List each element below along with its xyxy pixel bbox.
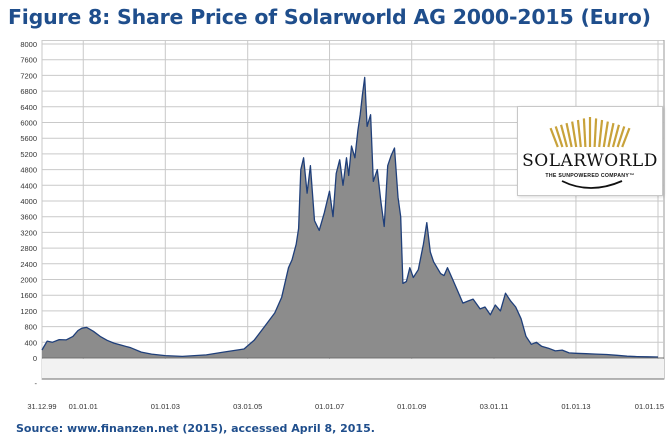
y-tick-label: 8000: [20, 40, 37, 49]
y-tick-label: 4400: [20, 181, 37, 190]
y-tick-label: 2800: [20, 244, 37, 253]
y-tick-label: 2400: [20, 260, 37, 269]
sun-ray: [554, 126, 564, 148]
y-tick-label: 5200: [20, 150, 37, 159]
x-tick-label: 01.01.09: [397, 402, 426, 411]
y-tick-label: 6800: [20, 87, 37, 96]
solarworld-logo: SOLARWORLD THE SUNPOWERED COMPANY™: [517, 106, 663, 196]
volume-band: [42, 359, 664, 379]
x-tick-label: 01.01.07: [315, 402, 344, 411]
share-price-chart: 0 400 800 1200 1600 2000 2400 2800 3200 3600 4000 4…: [10, 40, 666, 418]
sun-ray: [602, 121, 609, 148]
y-tick-label: 400: [24, 338, 37, 347]
sun-ray: [598, 119, 604, 148]
sun-ray: [582, 118, 587, 148]
price-line: [41, 76, 659, 358]
y-tick-label: 1200: [20, 307, 37, 316]
y-tick-label: 800: [24, 323, 37, 332]
sun-ray: [593, 118, 598, 148]
y-tick-label: -: [35, 379, 38, 388]
sun-rays-icon: [549, 117, 631, 189]
x-tick-label: 01.01.01: [69, 402, 98, 411]
x-tick-label: 03.01.11: [480, 402, 509, 411]
x-tick-label: 31.12.99: [27, 402, 56, 411]
x-tick-label: 01.01.13: [561, 402, 590, 411]
y-tick-label: 3200: [20, 228, 37, 237]
y-tick-label: 7200: [20, 71, 37, 80]
chart-canvas: 0 400 800 1200 1600 2000 2400 2800 3200 3600 4000 4…: [20, 40, 665, 411]
sun-ray: [621, 127, 631, 148]
y-tick-label: 2000: [20, 276, 37, 285]
x-tick-label: 01.01.15: [635, 402, 664, 411]
sun-ray: [576, 119, 582, 148]
y-tick-label: 1600: [20, 291, 37, 300]
x-tick-label: 01.01.03: [151, 402, 180, 411]
logo-tagline: THE SUNPOWERED COMPANY™: [545, 173, 635, 179]
sun-ray: [611, 124, 621, 148]
y-tick-label: 4800: [20, 166, 37, 175]
sun-ray: [607, 122, 615, 148]
y-tick-label: 6400: [20, 103, 37, 112]
y-tick-label: 6000: [20, 119, 37, 128]
price-area: [42, 77, 658, 359]
y-tick-label: 7600: [20, 56, 37, 65]
logo-arc: [561, 180, 623, 189]
sun-ray: [616, 126, 626, 148]
sun-ray: [559, 124, 569, 148]
sun-ray: [571, 121, 578, 148]
sun-ray: [588, 117, 592, 147]
figure-title: Figure 8: Share Price of Solarworld AG 2…: [8, 5, 651, 29]
y-tick-label: 0: [33, 354, 37, 363]
y-tick-label: 3600: [20, 213, 37, 222]
source-note: Source: www.finanzen.net (2015), accesse…: [16, 422, 375, 435]
sun-ray: [565, 122, 573, 148]
y-tick-label: 5600: [20, 134, 37, 143]
x-tick-label: 03.01.05: [233, 402, 262, 411]
logo-wordmark: SOLARWORLD: [522, 151, 658, 171]
y-tick-label: 4000: [20, 197, 37, 206]
sun-ray: [549, 127, 559, 148]
